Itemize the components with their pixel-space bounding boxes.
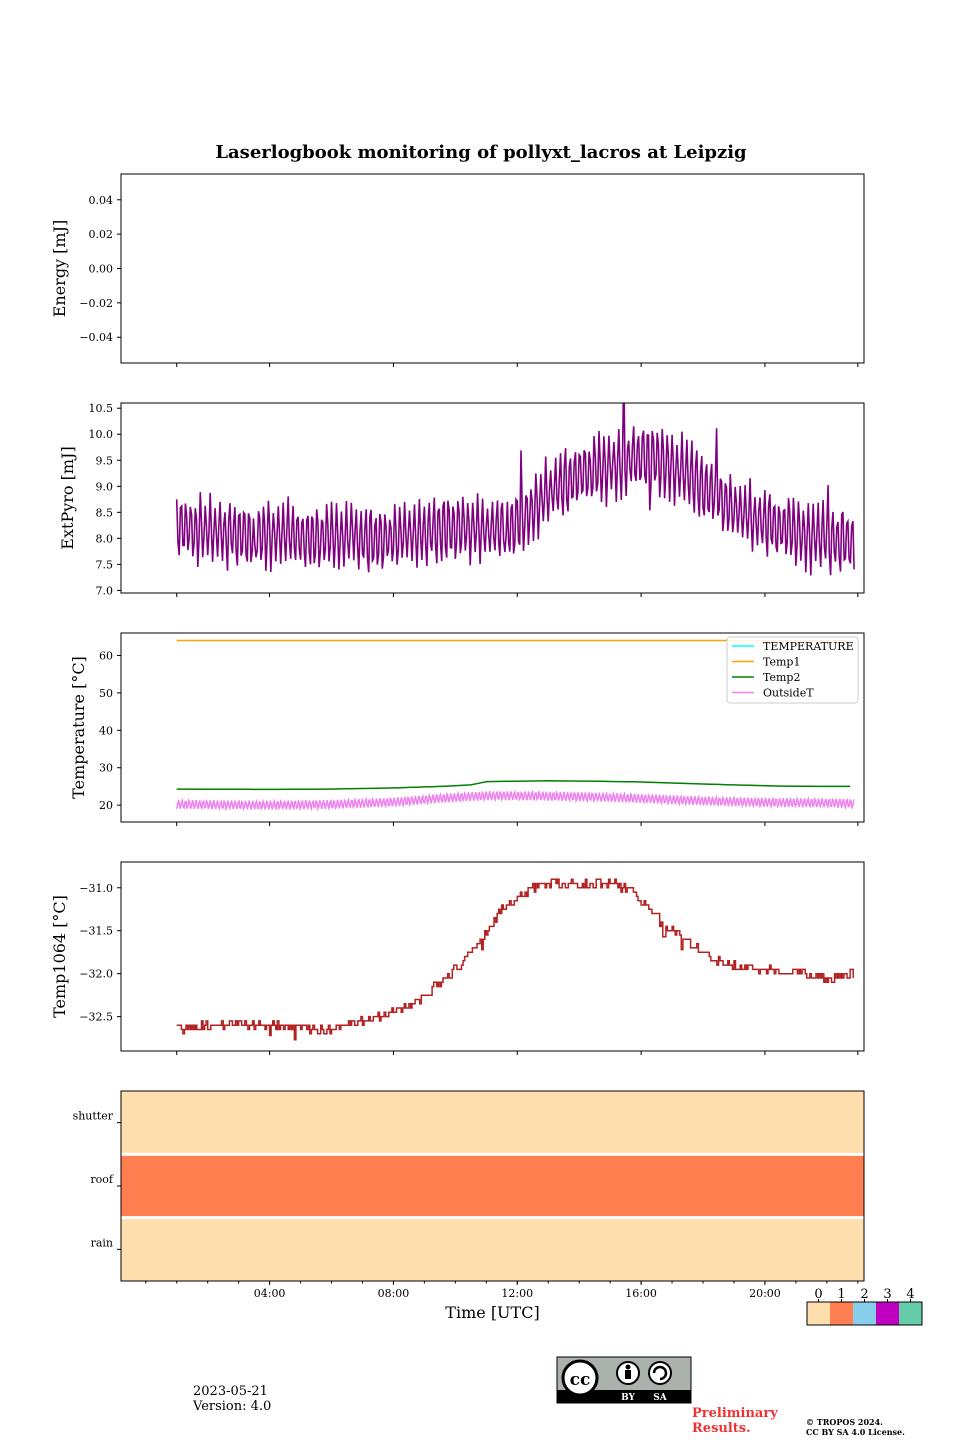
colorbar-cell-1 [830, 1302, 853, 1325]
cc-license-badge: cc BY SA [556, 1356, 692, 1404]
status-row-roof [121, 1154, 864, 1218]
status-label-rain: rain [91, 1236, 113, 1249]
status-row-shutter [121, 1091, 864, 1155]
axes-frame [120, 861, 865, 1052]
temp1064-line [176, 878, 854, 1041]
svg-text:cc: cc [570, 1370, 591, 1390]
footer-version: Version: 4.0 [193, 1399, 272, 1414]
y-axis-label: ExtPyro [mJ] [58, 446, 77, 549]
plot-area [175, 403, 855, 576]
y-tick-label: 40 [99, 724, 113, 737]
chart-title: Laserlogbook monitoring of pollyxt_lacro… [215, 142, 747, 163]
y-tick-label: 30 [99, 762, 113, 775]
y-tick-label: 7.5 [96, 558, 114, 571]
x-tick-label: 20:00 [749, 1287, 781, 1300]
x-tick-label: 16:00 [625, 1287, 657, 1300]
outsidet-line [175, 789, 855, 812]
colorbar-cell-4 [899, 1302, 922, 1325]
y-tick-label: 60 [99, 649, 113, 662]
x-tick-label: 08:00 [378, 1287, 410, 1300]
colorbar-label: 0 [814, 1287, 822, 1302]
x-axis-label: Time [UTC] [445, 1303, 539, 1322]
legend-label: Temp2 [763, 671, 800, 684]
footer-date: 2023-05-21 [193, 1384, 268, 1399]
colorbar-label: 1 [837, 1287, 845, 1302]
y-tick-label: 0.00 [89, 263, 114, 276]
y-tick-label: −31.0 [79, 882, 113, 895]
legend: TEMPERATURE Temp1 Temp2 OutsideT [726, 636, 859, 704]
temp2-line [176, 780, 851, 791]
axes-frame [120, 632, 865, 823]
status-panel: shutter roof rain 04:00 08:00 12:00 16:00 20:00… [73, 1090, 865, 1322]
badge-sa: SA [653, 1393, 667, 1403]
y-tick-label: 8.0 [96, 532, 114, 545]
y-tick-label: −0.02 [79, 297, 113, 310]
y-tick-label: 9.5 [96, 454, 114, 467]
colorbar-label: 4 [906, 1287, 914, 1302]
plot-area [176, 878, 854, 1041]
axes-frame [120, 173, 865, 364]
preliminary-results: Preliminary Results. [692, 1406, 778, 1436]
copyright: © TROPOS 2024. CC BY SA 4.0 License. [806, 1417, 905, 1437]
x-tick-label: 04:00 [254, 1287, 286, 1300]
y-tick-label: 10.0 [89, 428, 114, 441]
colorbar-cell-0 [807, 1302, 830, 1325]
legend-label: TEMPERATURE [763, 640, 854, 653]
y-tick-label: 0.04 [89, 194, 114, 207]
y-axis-label: Temp1064 [°C] [50, 895, 69, 1018]
extpyro-line [175, 403, 855, 576]
copyright-line-1: © TROPOS 2024. [806, 1417, 883, 1427]
cc-icon [561, 1359, 599, 1397]
y-tick-label: 20 [99, 799, 113, 812]
y-tick-label: 8.5 [96, 506, 114, 519]
status-label-shutter: shutter [73, 1110, 114, 1123]
panel-4: −31.0 −31.5 −32.0 −32.5 Temp1064 [°C] [50, 861, 865, 1055]
y-tick-label: 10.5 [89, 402, 114, 415]
legend-label: OutsideT [763, 687, 814, 700]
panel-3: 60 50 40 30 20 Temperature [°C] TEMPERATURE Tem… [69, 632, 865, 826]
y-axis-label: Energy [mJ] [50, 220, 69, 318]
colorbar-label: 2 [860, 1287, 868, 1302]
legend-box [726, 636, 859, 704]
y-axis-label: Temperature [°C] [69, 656, 88, 799]
footer-info: 2023-05-21 Version: 4.0 [193, 1384, 271, 1414]
axes-frame [120, 1090, 865, 1282]
status-label-roof: roof [90, 1173, 114, 1186]
copyright-line-2: CC BY SA 4.0 License. [806, 1427, 905, 1437]
y-tick-label: −31.5 [79, 925, 113, 938]
y-tick-label: 0.02 [89, 228, 114, 241]
colorbar-frame [806, 1301, 923, 1326]
panel-2: 10.5 10.0 9.5 9.0 8.5 8.0 7.5 7.0 ExtPyro [mJ] [58, 402, 865, 597]
colorbar-cell-3 [876, 1302, 899, 1325]
y-tick-label: −0.04 [79, 331, 113, 344]
y-tick-label: −32.0 [79, 968, 113, 981]
y-tick-label: 9.0 [96, 480, 114, 493]
panel-1: 0.04 0.02 0.00 −0.02 −0.04 Energy [mJ] [50, 173, 865, 367]
colorbar-label: 3 [883, 1287, 891, 1302]
legend-label: Temp1 [763, 656, 800, 669]
share-alike-icon [648, 1361, 672, 1385]
status-row-rain [121, 1217, 864, 1281]
badge-by: BY [621, 1393, 635, 1403]
axes-frame [120, 402, 865, 594]
y-tick-label: 7.0 [96, 584, 114, 597]
y-tick-label: −32.5 [79, 1011, 113, 1024]
colorbar-cell-2 [853, 1302, 876, 1325]
x-tick-label: 12:00 [501, 1287, 533, 1300]
y-tick-label: 50 [99, 687, 113, 700]
